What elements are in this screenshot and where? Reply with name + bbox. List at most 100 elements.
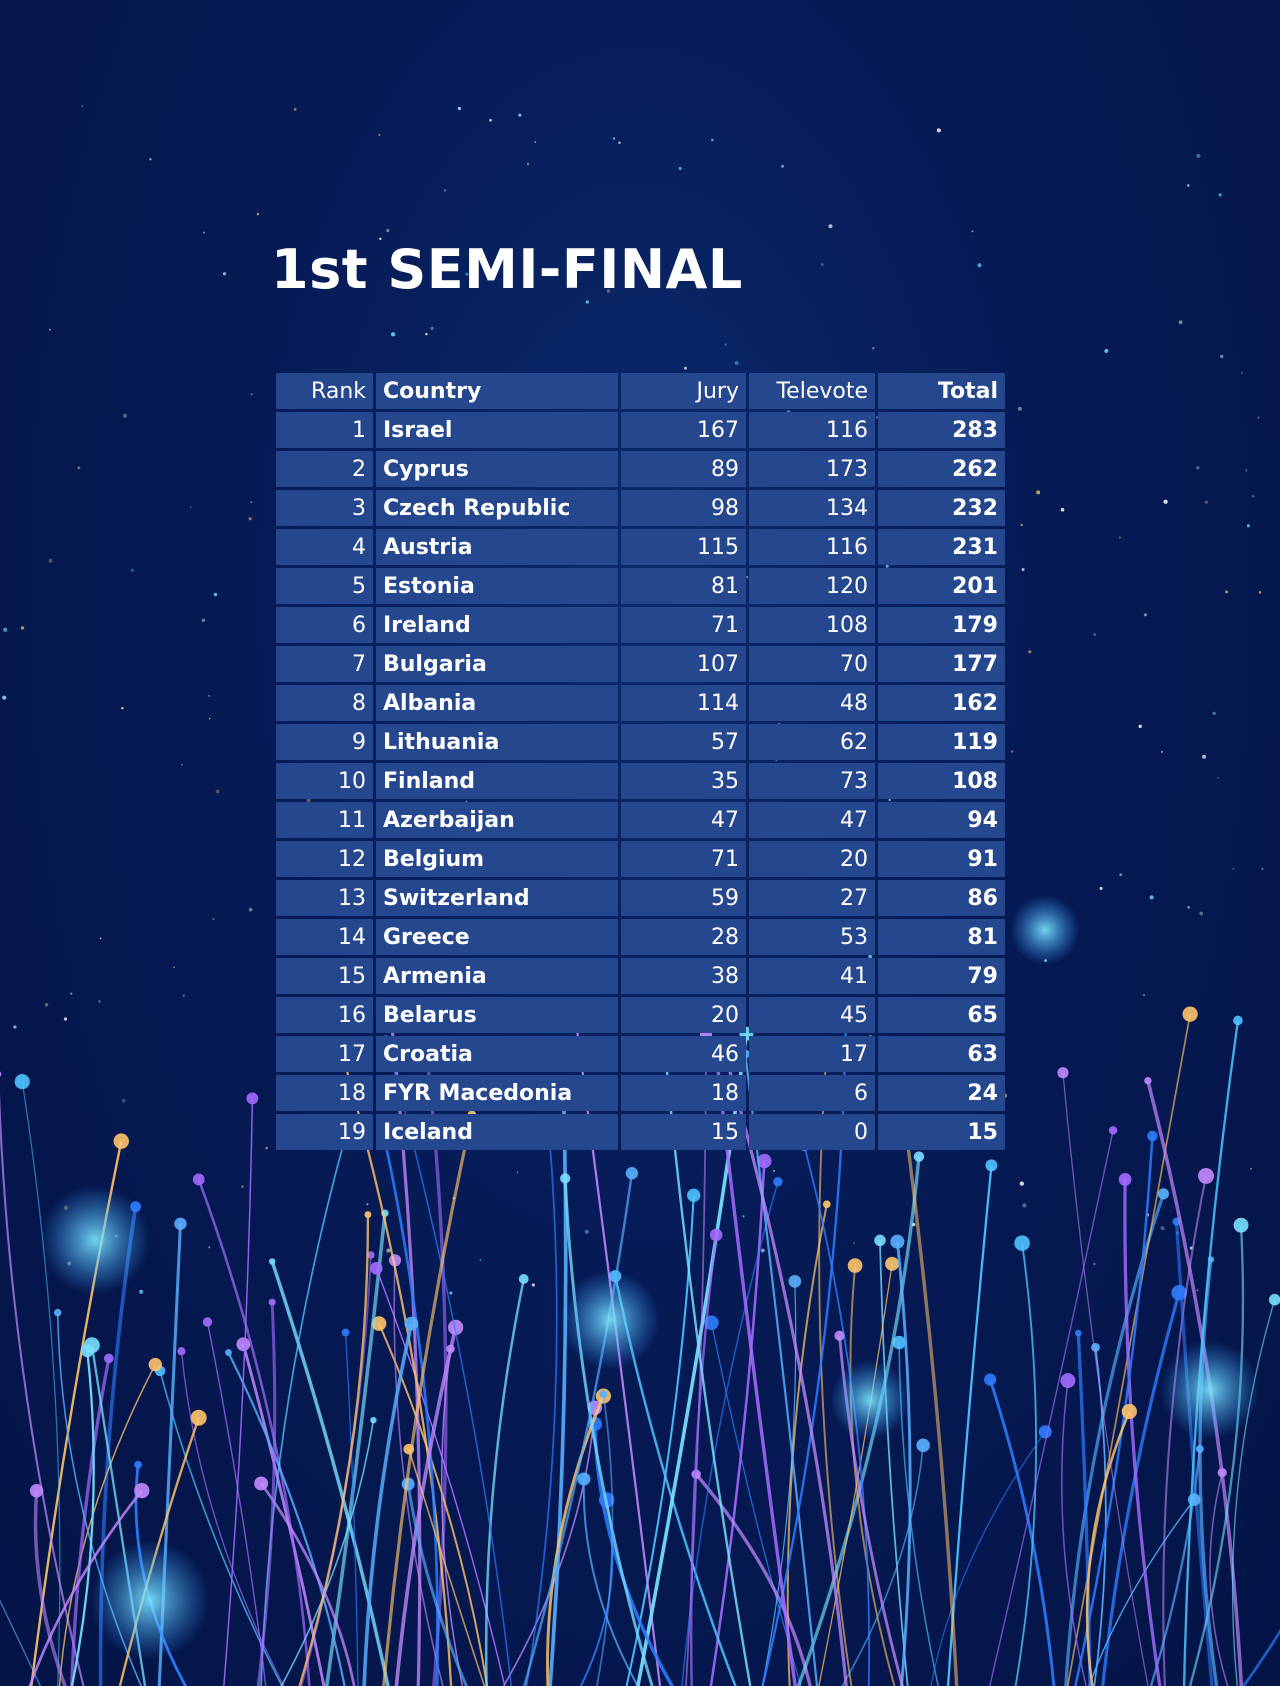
table-cell: 7 [276, 646, 373, 682]
star [182, 994, 185, 997]
fiber [0, 1091, 85, 1686]
table-cell: Lithuania [376, 724, 618, 760]
star [1021, 568, 1025, 572]
fiber [362, 1323, 414, 1686]
star [1196, 153, 1201, 158]
star [781, 164, 785, 168]
fiber-tip [788, 1275, 802, 1288]
fiber-tip [83, 1337, 100, 1354]
table-cell: 14 [276, 919, 373, 955]
fiber-tip [822, 1200, 831, 1209]
table-cell: 115 [621, 529, 746, 565]
star [573, 253, 576, 257]
fiber [0, 1599, 42, 1686]
table-cell: 116 [749, 529, 875, 565]
fiber [408, 1448, 486, 1686]
fiber-tip [134, 1482, 150, 1499]
table-cell: 162 [878, 685, 1005, 721]
fiber-tip [1014, 1235, 1030, 1251]
table-cell: 62 [749, 724, 875, 760]
fiber-tip [560, 1173, 571, 1184]
fiber-tip [236, 1337, 251, 1352]
fiber-tip [885, 1256, 900, 1271]
fiber-tip [103, 1353, 114, 1364]
table-cell: 116 [749, 412, 875, 448]
fiber [223, 1098, 254, 1686]
star [202, 231, 206, 234]
fiber [260, 1482, 356, 1686]
star [98, 1000, 101, 1003]
table-cell: 114 [621, 685, 746, 721]
star [20, 626, 25, 630]
fiber [58, 1364, 156, 1686]
table-row: 1 Israel 167 116 283 [276, 412, 1005, 448]
table-cell: Iceland [376, 1114, 618, 1150]
fiber-tip [371, 1316, 387, 1331]
table-row: 12 Belgium 71 20 91 [276, 841, 1005, 877]
fiber [197, 1179, 311, 1686]
fiber-tip [1074, 1329, 1082, 1337]
star [585, 300, 589, 304]
star [853, 1242, 855, 1244]
fiber [681, 1181, 779, 1686]
star [99, 937, 102, 940]
fiber [595, 1393, 614, 1686]
fiber-tip [1144, 1077, 1152, 1085]
table-cell: 17 [749, 1036, 875, 1072]
header-row: Rank Country Jury Televote Total [276, 373, 1005, 409]
star [1240, 371, 1243, 374]
fiber [818, 1063, 853, 1686]
fiber-tip [916, 1438, 930, 1453]
fiber-tip [757, 1153, 772, 1169]
fiber [563, 1178, 654, 1686]
star [1149, 895, 1154, 900]
fiber-tip [518, 1274, 529, 1284]
star [139, 1289, 144, 1294]
star [386, 1248, 391, 1253]
star [250, 393, 253, 396]
table-cell: 45 [749, 997, 875, 1033]
fiber-tip [874, 1234, 886, 1247]
table-row: 16 Belarus 20 45 65 [276, 997, 1005, 1033]
table-row: 5 Estonia 81 120 201 [276, 568, 1005, 604]
table-cell: 0 [749, 1114, 875, 1150]
star [745, 575, 749, 579]
fiber-tip [367, 1251, 375, 1259]
star [121, 1098, 126, 1103]
table-cell: Switzerland [376, 880, 618, 916]
table-cell: 173 [749, 451, 875, 487]
table-cell: 57 [621, 724, 746, 760]
star [1204, 500, 1208, 504]
star [293, 107, 297, 111]
star [212, 917, 215, 921]
fiber-tip [892, 1335, 906, 1350]
fiber-tip [577, 1472, 591, 1486]
fiber-tip [1182, 1006, 1198, 1022]
star [1201, 754, 1207, 759]
results-table: Rank Country Jury Televote Total 1 Israel 167 1… [273, 370, 1008, 1153]
table-cell: Albania [376, 685, 618, 721]
table-cell: 11 [276, 802, 373, 838]
table-row: 11 Azerbaijan 47 47 94 [276, 802, 1005, 838]
table-cell: 71 [621, 841, 746, 877]
table-cell: 4 [276, 529, 373, 565]
fiber [905, 1141, 959, 1686]
fiber [378, 1323, 489, 1686]
fiber [206, 1321, 267, 1686]
star [81, 105, 84, 108]
table-cell: 232 [878, 490, 1005, 526]
table-cell: 65 [878, 997, 1005, 1033]
star [1143, 994, 1145, 996]
star [1250, 1167, 1252, 1170]
table-cell: Armenia [376, 958, 618, 994]
star [449, 1291, 453, 1295]
fiber [270, 1260, 390, 1686]
star [215, 789, 220, 794]
star [1160, 1226, 1165, 1231]
fiber-tip [268, 1258, 276, 1265]
fiber-tip [177, 1347, 186, 1356]
star [971, 230, 974, 233]
fiber-tip [773, 1176, 783, 1187]
star [172, 966, 176, 969]
